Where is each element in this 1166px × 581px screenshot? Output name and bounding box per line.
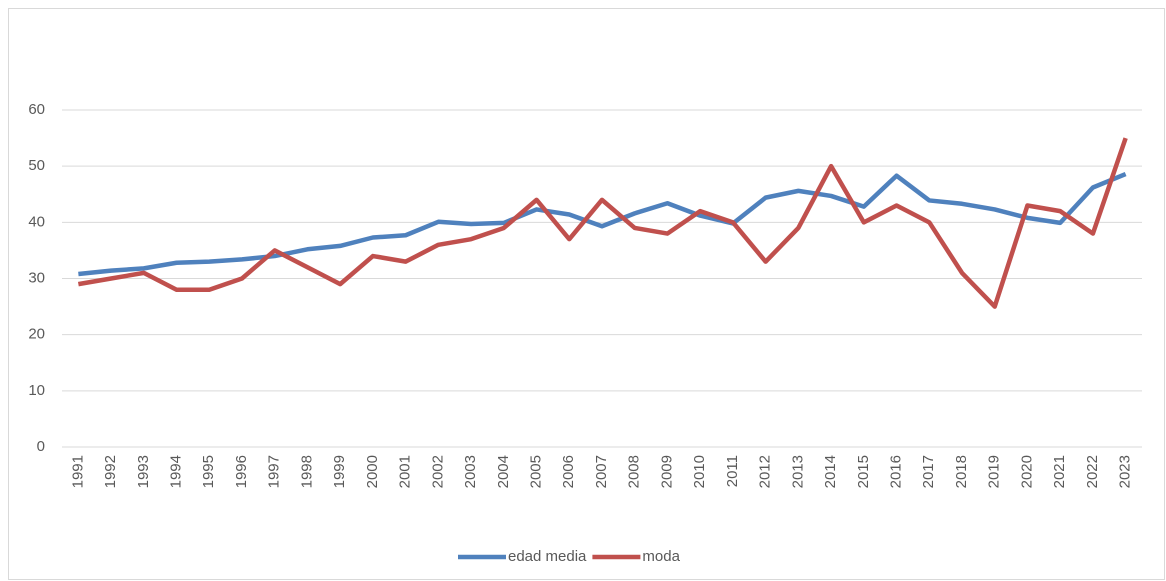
y-tick-label: 50	[28, 157, 45, 174]
x-tick-label: 2005	[528, 455, 545, 488]
x-tick-label: 1991	[69, 455, 86, 488]
x-tick-label: 2001	[397, 455, 414, 488]
x-tick-label: 2008	[626, 455, 643, 488]
x-tick-label: 2003	[462, 455, 479, 488]
x-tick-label: 1996	[233, 455, 250, 488]
y-tick-label: 40	[28, 213, 45, 230]
x-tick-label: 2007	[593, 455, 610, 488]
x-tick-label: 2022	[1084, 455, 1101, 488]
legend-label: edad media	[508, 548, 587, 565]
y-tick-label: 0	[37, 438, 45, 455]
x-tick-label: 1997	[266, 455, 283, 488]
x-tick-label: 2002	[429, 455, 446, 488]
y-tick-label: 10	[28, 382, 45, 399]
x-tick-label: 2017	[920, 455, 937, 488]
x-tick-label: 1999	[331, 455, 348, 488]
x-tick-label: 2014	[822, 455, 839, 488]
chart-border	[8, 8, 1165, 580]
x-tick-label: 2010	[691, 455, 708, 488]
x-tick-label: 2021	[1051, 455, 1068, 488]
x-tick-label: 1992	[102, 455, 119, 488]
x-tick-label: 2013	[789, 455, 806, 488]
x-tick-label: 2000	[364, 455, 381, 488]
x-tick-label: 2011	[724, 455, 741, 487]
y-tick-label: 20	[28, 326, 45, 343]
y-tick-label: 60	[28, 101, 45, 118]
x-tick-label: 2009	[658, 455, 675, 488]
x-tick-label: 1998	[298, 455, 315, 488]
x-tick-label: 2015	[855, 455, 872, 488]
x-tick-label: 1993	[135, 455, 152, 488]
x-tick-label: 2019	[986, 455, 1003, 488]
x-tick-label: 2020	[1018, 455, 1035, 488]
x-tick-label: 2004	[495, 455, 512, 488]
x-tick-label: 2016	[888, 455, 905, 488]
x-tick-label: 2018	[953, 455, 970, 488]
series-line	[78, 171, 1127, 277]
x-tick-label: 1995	[200, 455, 217, 488]
x-tick-label: 2023	[1117, 455, 1134, 488]
x-tick-label: 2006	[560, 455, 577, 488]
y-tick-label: 30	[28, 269, 45, 286]
legend-label: moda	[642, 548, 680, 565]
x-tick-label: 1994	[168, 455, 185, 488]
x-tick-label: 2012	[757, 455, 774, 488]
series-line	[77, 137, 1128, 309]
